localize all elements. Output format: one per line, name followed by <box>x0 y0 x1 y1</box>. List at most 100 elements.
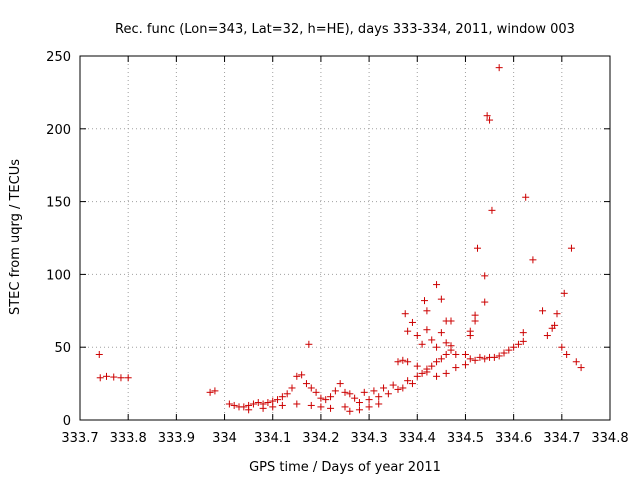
data-point <box>471 317 479 325</box>
data-point <box>481 298 489 306</box>
data-point <box>317 403 325 411</box>
data-point <box>510 343 518 351</box>
data-point <box>317 394 325 402</box>
data-point <box>293 400 301 408</box>
data-point <box>551 321 559 329</box>
data-point <box>514 340 522 348</box>
data-point <box>428 336 436 344</box>
data-point <box>500 349 508 357</box>
data-point <box>428 362 436 370</box>
data-point <box>452 350 460 358</box>
data-point <box>572 358 580 366</box>
data-point <box>117 374 125 382</box>
data-point <box>483 112 491 120</box>
data-point <box>360 388 368 396</box>
data-point <box>577 364 585 372</box>
data-point <box>384 390 392 398</box>
data-point <box>413 362 421 370</box>
data-point <box>312 388 320 396</box>
data-point <box>240 403 248 411</box>
x-tick-label: 334.5 <box>447 431 484 446</box>
data-point <box>401 310 409 318</box>
data-point <box>206 388 214 396</box>
x-tick-label: 334.1 <box>254 431 291 446</box>
data-point <box>322 396 330 404</box>
x-tick-label: 334.2 <box>302 431 339 446</box>
data-point <box>264 399 272 407</box>
x-tick-label: 333.7 <box>61 431 98 446</box>
data-point <box>421 297 428 305</box>
data-point <box>375 400 383 408</box>
data-point <box>408 380 416 388</box>
data-point <box>558 343 566 351</box>
data-point <box>355 406 363 414</box>
data-point <box>452 364 460 372</box>
data-point <box>522 193 530 201</box>
data-point <box>404 377 412 385</box>
data-point <box>365 403 373 411</box>
data-point <box>327 393 335 401</box>
data-point <box>563 350 571 358</box>
chart-title: Rec. func (Lon=343, Lat=32, h=HE), days … <box>115 22 575 37</box>
data-point <box>408 318 416 326</box>
data-point <box>433 281 441 289</box>
data-point <box>519 337 527 345</box>
data-point <box>278 401 286 409</box>
data-point <box>399 384 407 392</box>
x-tick-label: 333.9 <box>158 431 195 446</box>
data-point <box>442 339 450 347</box>
data-point <box>433 343 441 351</box>
data-point <box>254 399 262 407</box>
data-point <box>124 374 132 382</box>
data-point <box>288 384 296 392</box>
data-point <box>394 358 402 366</box>
y-tick-label: 50 <box>54 341 71 356</box>
data-point <box>346 390 354 398</box>
data-point <box>110 373 118 381</box>
data-point <box>351 394 359 402</box>
data-point <box>103 372 110 380</box>
y-tick-label: 100 <box>46 268 71 283</box>
data-point <box>298 371 306 379</box>
data-point <box>433 358 441 366</box>
data-point <box>370 387 378 395</box>
data-point <box>394 385 402 393</box>
data-point <box>553 310 561 318</box>
data-point <box>461 361 469 369</box>
data-point <box>96 374 104 382</box>
data-point <box>355 399 363 407</box>
data-point <box>259 404 267 412</box>
x-tick-label: 334 <box>212 431 237 446</box>
data-point <box>486 116 494 124</box>
data-point <box>466 355 474 363</box>
data-point <box>230 401 238 409</box>
y-tick-label: 150 <box>46 196 71 211</box>
data-point <box>418 340 426 348</box>
data-point <box>305 340 313 348</box>
x-tick-label: 334.8 <box>591 431 628 446</box>
data-point <box>380 384 388 392</box>
data-point <box>474 244 481 252</box>
data-point <box>442 369 450 377</box>
data-point <box>495 64 503 72</box>
data-point <box>95 350 103 358</box>
data-point <box>413 372 421 380</box>
data-point <box>341 388 349 396</box>
data-point <box>331 387 339 395</box>
x-axis-label: GPS time / Days of year 2011 <box>249 460 441 475</box>
data-point <box>327 404 335 412</box>
data-point <box>293 372 301 380</box>
data-point <box>389 381 397 389</box>
data-point <box>302 380 310 388</box>
data-point <box>269 403 277 411</box>
data-point <box>437 295 445 303</box>
data-point <box>567 244 575 252</box>
x-tick-label: 334.4 <box>399 431 436 446</box>
data-point <box>365 396 373 404</box>
data-point <box>466 332 474 340</box>
data-point <box>471 356 479 364</box>
x-tick-label: 333.8 <box>110 431 147 446</box>
y-axis-label: STEC from uqrg / TECUs <box>8 159 23 315</box>
data-point <box>404 358 412 366</box>
